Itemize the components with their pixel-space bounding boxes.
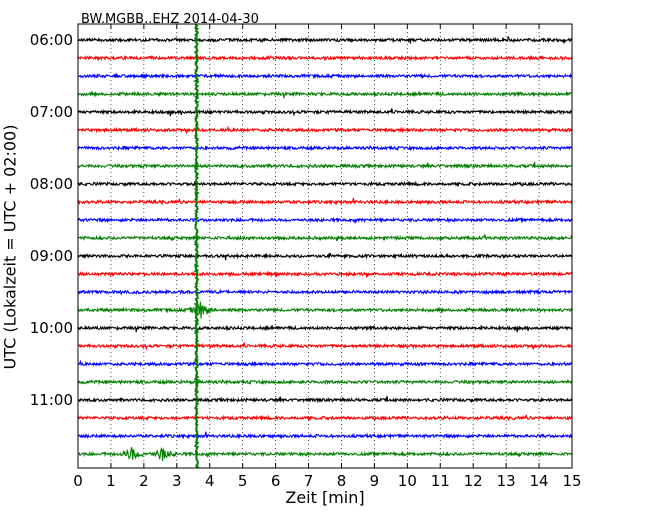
seismic-trace bbox=[77, 324, 573, 333]
x-axis-ticks: 0 1 2 3 4 5 6 7 8 9 10 11 12 13 14 15 bbox=[73, 24, 582, 490]
x-tick-label: 15 bbox=[562, 472, 581, 490]
x-tick-label: 1 bbox=[106, 472, 116, 490]
x-tick-label: 3 bbox=[172, 472, 182, 490]
x-tick-label: 4 bbox=[205, 472, 215, 490]
x-tick-label: 6 bbox=[271, 472, 281, 490]
y-axis-label: UTC (Lokalzeit = UTC + 02:00) bbox=[0, 124, 20, 370]
seismic-trace bbox=[77, 288, 573, 297]
seismic-trace bbox=[77, 180, 573, 188]
y-tick-label: 08:00 bbox=[30, 175, 73, 193]
earthquake-line bbox=[192, 23, 200, 469]
y-axis-ticks: 06:00 07:00 08:00 09:00 10:00 11:00 bbox=[30, 31, 572, 409]
seismic-trace bbox=[77, 72, 572, 80]
y-tick-label: 09:00 bbox=[30, 247, 73, 265]
seismic-trace bbox=[77, 342, 573, 351]
seismic-trace bbox=[77, 395, 573, 404]
seismic-trace bbox=[77, 252, 573, 261]
seismic-trace bbox=[77, 378, 573, 386]
seismic-trace bbox=[77, 36, 572, 44]
seismic-trace bbox=[77, 446, 573, 462]
seismic-trace bbox=[78, 108, 573, 117]
y-tick-label: 11:00 bbox=[30, 391, 73, 409]
seismic-trace bbox=[77, 161, 572, 170]
x-tick-label: 13 bbox=[497, 472, 516, 490]
seismic-trace bbox=[77, 54, 573, 62]
chart-title: BW.MGBB..EHZ 2014-04-30 bbox=[81, 12, 259, 27]
seismic-trace bbox=[77, 301, 573, 319]
seismic-trace bbox=[77, 234, 573, 242]
x-tick-label: 2 bbox=[139, 472, 149, 490]
x-tick-label: 10 bbox=[398, 472, 417, 490]
x-tick-label: 12 bbox=[464, 472, 483, 490]
seismic-trace bbox=[77, 431, 573, 440]
earthquake-signal bbox=[192, 23, 200, 469]
seismic-trace bbox=[77, 270, 573, 278]
seismic-trace bbox=[77, 359, 573, 368]
x-tick-label: 8 bbox=[337, 472, 347, 490]
x-tick-label: 11 bbox=[431, 472, 450, 490]
x-axis-label: Zeit [min] bbox=[285, 488, 365, 507]
seismic-traces bbox=[77, 36, 573, 462]
seismic-trace bbox=[77, 216, 573, 224]
seismic-trace bbox=[77, 125, 573, 135]
y-tick-label: 10:00 bbox=[30, 319, 73, 337]
y-tick-label: 07:00 bbox=[30, 103, 73, 121]
x-tick-label: 9 bbox=[370, 472, 380, 490]
x-tick-label: 7 bbox=[304, 472, 314, 490]
x-tick-label: 14 bbox=[530, 472, 549, 490]
x-tick-label: 5 bbox=[238, 472, 248, 490]
plot-frame bbox=[77, 23, 573, 469]
seismic-trace bbox=[77, 414, 572, 422]
x-tick-label: 0 bbox=[73, 472, 83, 490]
seismic-trace bbox=[77, 144, 573, 152]
seismic-trace bbox=[77, 197, 573, 206]
y-tick-label: 06:00 bbox=[30, 31, 73, 49]
seismic-trace bbox=[77, 90, 573, 99]
